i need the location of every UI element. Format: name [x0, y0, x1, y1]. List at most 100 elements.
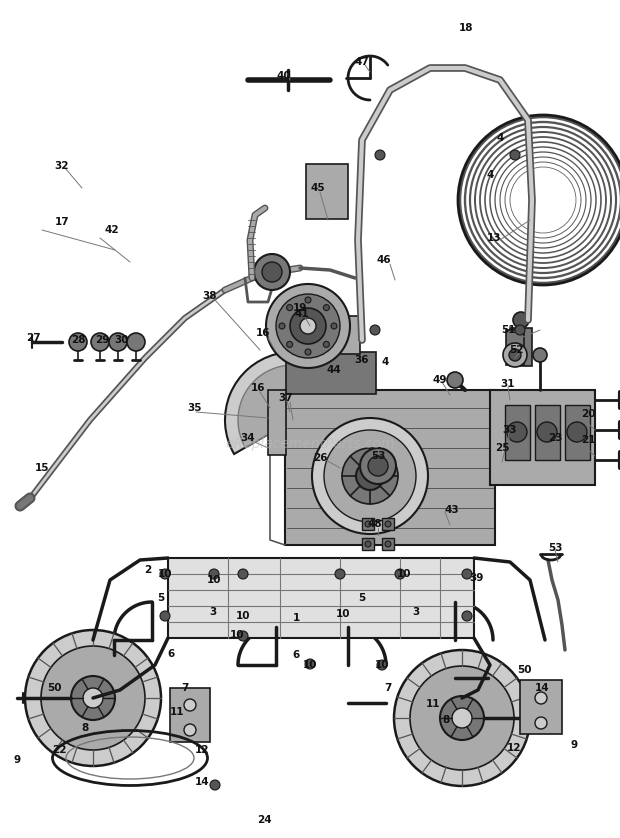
Text: 17: 17 — [55, 217, 69, 227]
Text: 2: 2 — [144, 565, 152, 575]
Text: 35: 35 — [188, 403, 202, 413]
Text: 9: 9 — [570, 740, 578, 750]
Text: 45: 45 — [311, 183, 326, 193]
Text: 53: 53 — [371, 451, 385, 461]
Circle shape — [69, 333, 87, 351]
Circle shape — [279, 323, 285, 329]
Text: 28: 28 — [71, 335, 86, 345]
Text: 22: 22 — [51, 745, 66, 755]
Text: 38: 38 — [203, 291, 217, 301]
Text: 13: 13 — [487, 233, 501, 243]
Bar — [168, 558, 474, 638]
Circle shape — [507, 422, 527, 442]
Text: 47: 47 — [355, 57, 370, 67]
Bar — [362, 538, 374, 550]
Text: 50: 50 — [516, 665, 531, 675]
Text: 24: 24 — [257, 815, 272, 825]
Circle shape — [533, 348, 547, 362]
Circle shape — [385, 541, 391, 547]
Circle shape — [535, 717, 547, 729]
Circle shape — [395, 569, 405, 579]
Bar — [510, 328, 532, 366]
Circle shape — [305, 659, 315, 669]
Circle shape — [368, 456, 388, 476]
Text: 31: 31 — [501, 379, 515, 389]
Text: 18: 18 — [459, 23, 473, 33]
Circle shape — [385, 521, 391, 527]
Wedge shape — [238, 365, 348, 447]
Bar — [382, 518, 394, 530]
Circle shape — [375, 150, 385, 160]
Text: 29: 29 — [95, 335, 109, 345]
Bar — [505, 405, 530, 460]
Circle shape — [462, 611, 472, 621]
Circle shape — [394, 650, 530, 786]
Text: 10: 10 — [157, 569, 172, 579]
Bar — [286, 352, 376, 394]
Circle shape — [452, 708, 472, 728]
Text: 26: 26 — [312, 453, 327, 463]
Text: 16: 16 — [255, 328, 270, 338]
Text: 10: 10 — [230, 630, 244, 640]
Text: 14: 14 — [534, 683, 549, 693]
Text: 9: 9 — [14, 755, 20, 765]
Bar — [520, 680, 562, 734]
Text: 32: 32 — [55, 161, 69, 171]
Circle shape — [356, 462, 384, 490]
Wedge shape — [225, 352, 361, 454]
Circle shape — [308, 318, 332, 342]
Circle shape — [515, 325, 525, 335]
Circle shape — [266, 284, 350, 368]
Text: 53: 53 — [547, 543, 562, 553]
Text: 36: 36 — [355, 355, 370, 365]
Bar — [285, 390, 495, 545]
Circle shape — [365, 541, 371, 547]
Text: 51: 51 — [501, 325, 515, 335]
Circle shape — [503, 343, 527, 367]
Circle shape — [312, 418, 428, 534]
Circle shape — [567, 422, 587, 442]
Text: 10: 10 — [374, 660, 389, 670]
Text: 12: 12 — [507, 743, 521, 753]
Text: 14: 14 — [195, 777, 210, 787]
Text: 46: 46 — [377, 255, 391, 265]
Text: 10: 10 — [336, 609, 350, 619]
Circle shape — [462, 569, 472, 579]
Circle shape — [377, 660, 387, 670]
Circle shape — [210, 780, 220, 790]
Text: 7: 7 — [384, 683, 392, 693]
Circle shape — [254, 254, 290, 290]
Circle shape — [324, 341, 329, 348]
Text: 52: 52 — [509, 345, 523, 355]
Circle shape — [370, 325, 380, 335]
Circle shape — [300, 318, 316, 334]
Circle shape — [160, 569, 170, 579]
Text: 37: 37 — [278, 393, 293, 403]
Text: 10: 10 — [206, 575, 221, 585]
Text: 21: 21 — [581, 435, 595, 445]
Text: 11: 11 — [426, 699, 440, 709]
Text: 19: 19 — [293, 303, 307, 313]
Circle shape — [360, 448, 396, 484]
Text: 4: 4 — [497, 133, 503, 143]
Text: 49: 49 — [433, 375, 447, 385]
Text: 8: 8 — [443, 715, 450, 725]
Text: 42: 42 — [105, 225, 119, 235]
Text: 11: 11 — [170, 707, 184, 717]
Circle shape — [286, 305, 293, 311]
Circle shape — [335, 569, 345, 579]
Circle shape — [537, 422, 557, 442]
Text: 5: 5 — [358, 593, 366, 603]
Circle shape — [286, 341, 293, 348]
Text: 6: 6 — [167, 649, 175, 659]
Text: 30: 30 — [115, 335, 129, 345]
Text: 33: 33 — [503, 425, 517, 435]
Circle shape — [290, 308, 326, 344]
Text: 27: 27 — [25, 333, 40, 343]
Circle shape — [238, 631, 248, 641]
Circle shape — [91, 333, 109, 351]
Circle shape — [41, 646, 145, 750]
Circle shape — [184, 724, 196, 736]
Bar — [285, 316, 360, 354]
Text: 12: 12 — [195, 745, 210, 755]
